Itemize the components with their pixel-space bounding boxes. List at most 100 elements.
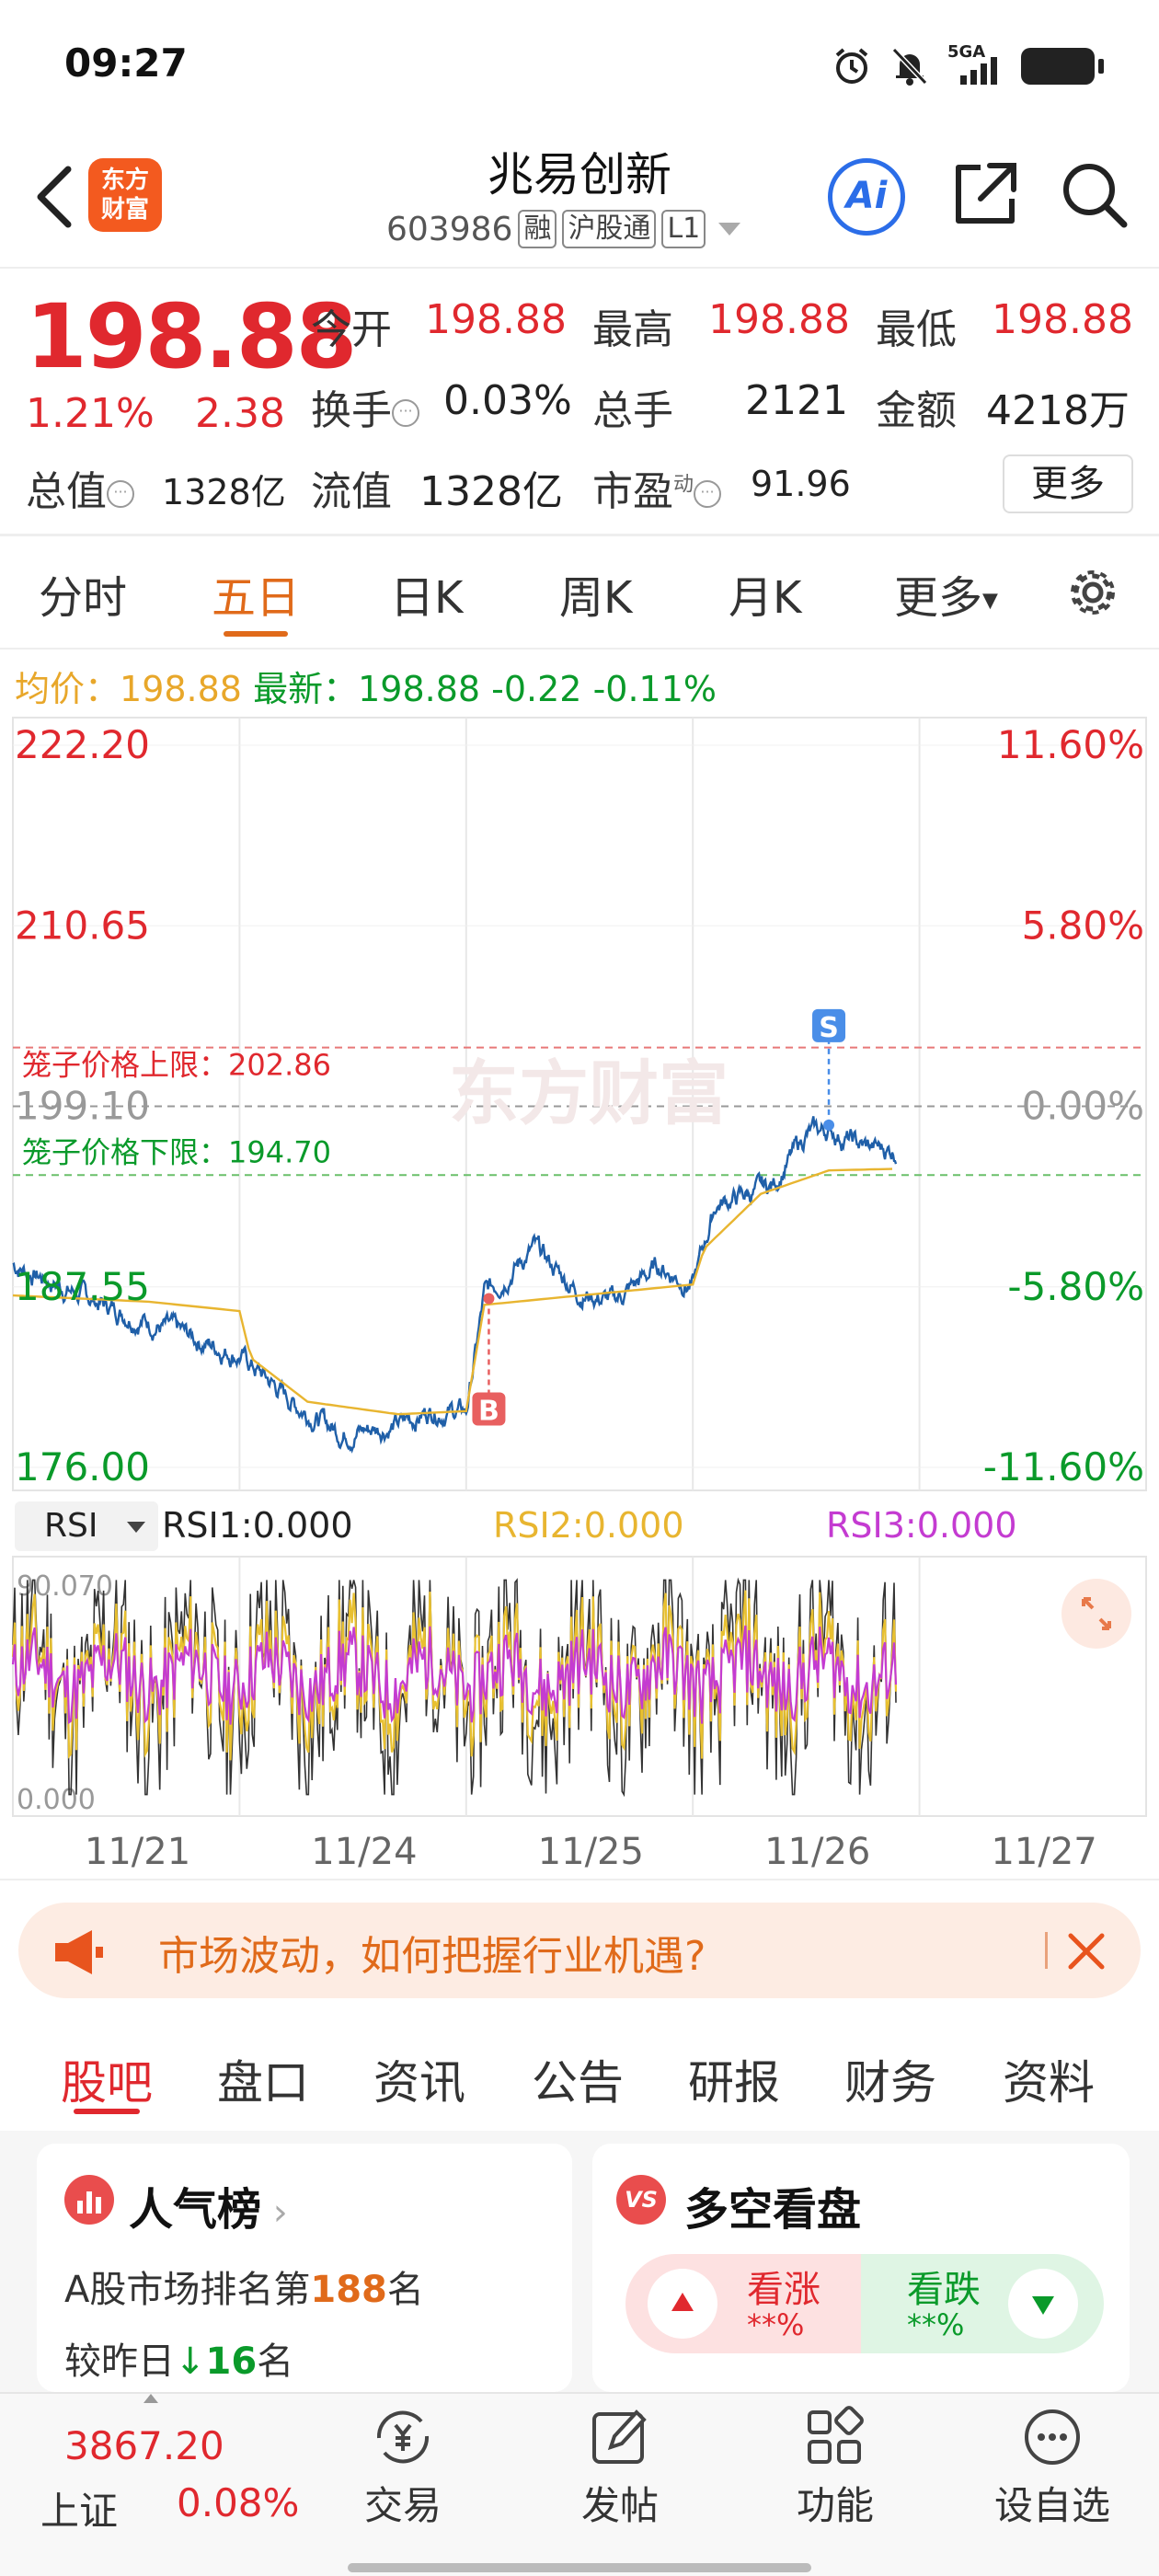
close-icon[interactable] <box>1065 1930 1107 1972</box>
banner-text[interactable]: 市场波动，如何把握行业机遇? <box>158 1933 706 1980</box>
bottom-nav <box>0 2392 1159 2576</box>
banner-divider <box>1045 1932 1048 1969</box>
tag-level: L1 <box>661 210 706 248</box>
popularity-title[interactable]: 人气榜 › <box>129 2173 288 2237</box>
turnover-label[interactable]: 换手 ··· <box>311 377 419 436</box>
subtab-research[interactable]: 研报 <box>688 2056 780 2110</box>
back-arrow-icon[interactable] <box>22 155 86 237</box>
change-amount: 2.38 <box>195 390 285 437</box>
amount-label: 金额 <box>876 387 957 434</box>
five-day-chart[interactable]: 东方财富 BS 222.20210.65199.10187.55176.0011… <box>0 708 1159 1886</box>
triangle-up-icon <box>671 2293 694 2311</box>
ai-button[interactable]: Ai <box>828 158 905 236</box>
y-tick-left: 210.65 <box>15 903 150 948</box>
subtab-finance[interactable]: 财务 <box>844 2056 936 2110</box>
turnover-label-text: 换手 <box>311 387 392 434</box>
rsi2-label: RSI2: <box>493 1505 584 1546</box>
current-price: 198.88 <box>26 285 357 388</box>
expand-caret-icon[interactable] <box>143 2394 158 2403</box>
bearish-pct: **% <box>907 2307 965 2342</box>
app-logo[interactable]: 东方 财富 <box>88 158 162 232</box>
latest-value: 198.88 <box>358 669 481 709</box>
mute-bell-icon <box>891 47 928 86</box>
index-name[interactable]: 上证 <box>40 2489 119 2534</box>
signal-dot <box>823 1119 835 1131</box>
tab-intraday[interactable]: 分时 <box>39 572 128 624</box>
search-icon[interactable] <box>1058 158 1131 232</box>
stock-name: 兆易创新 <box>488 148 671 201</box>
more-circle-icon <box>1025 2409 1080 2465</box>
rsi-panel-frame <box>12 1556 1147 1817</box>
rsi1-value: RSI1:0.000 <box>162 1505 353 1546</box>
turnover-value: 0.03% <box>443 377 572 424</box>
cage-upper-label: 笼子价格上限：202.86 <box>22 1048 331 1083</box>
quote-divider <box>0 534 1159 536</box>
subtab-forum[interactable]: 股吧 <box>61 2056 153 2110</box>
volume-value: 2121 <box>745 377 848 424</box>
mktcap-label[interactable]: 总值 ··· <box>26 458 134 517</box>
active-subtab-underline <box>74 2109 140 2114</box>
ranking-chart-icon <box>64 2175 114 2225</box>
more-quote-button[interactable]: 更多 <box>1003 454 1133 513</box>
share-icon[interactable] <box>947 158 1021 232</box>
mktcap-label-text: 总值 <box>26 468 107 515</box>
nav-post[interactable]: 发帖 <box>546 2405 694 2531</box>
volume-label: 总手 <box>592 387 673 434</box>
info-dots-icon: ··· <box>694 480 722 508</box>
triangle-down-icon <box>1032 2296 1054 2315</box>
rsi3-number: 0.000 <box>916 1505 1017 1546</box>
subtab-orderbook[interactable]: 盘口 <box>217 2056 309 2110</box>
rsi-min-label: 0.000 <box>17 1784 96 1816</box>
subtab-announcements[interactable]: 公告 <box>532 2056 624 2110</box>
chart-labels: 222.20 210.65 199.10 187.55 176.00 11.60% 5.80… <box>15 722 1144 1873</box>
gear-icon[interactable] <box>1063 563 1122 622</box>
expand-icon <box>1082 1597 1111 1630</box>
low-value: 198.88 <box>992 296 1133 343</box>
rank-change-suffix: 名 <box>257 2340 294 2383</box>
latest-label: 最新： <box>253 669 359 709</box>
battery-icon <box>1021 48 1104 85</box>
watermark: 东方财富 <box>449 1052 729 1134</box>
tab-monthly-k[interactable]: 月K <box>729 572 802 624</box>
amount-value: 4218万 <box>986 387 1130 434</box>
tab-daily-k[interactable]: 日K <box>390 572 464 624</box>
tabs-divider <box>0 648 1159 650</box>
y-tick-left: 222.20 <box>15 722 150 767</box>
nav-trade[interactable]: 交易 <box>329 2405 476 2531</box>
stock-code: 603986 <box>386 210 513 248</box>
nav-functions[interactable]: 功能 <box>762 2405 909 2531</box>
open-value: 198.88 <box>425 296 567 343</box>
promo-banner[interactable] <box>18 1903 1141 1998</box>
signal-dot <box>483 1293 495 1305</box>
chevron-right-icon: › <box>261 2191 288 2234</box>
info-dots-icon: ··· <box>392 399 419 427</box>
price-line <box>12 1116 898 1454</box>
home-indicator[interactable] <box>348 2563 811 2572</box>
expand-chart-button[interactable] <box>1061 1579 1131 1649</box>
pe-label[interactable]: 市盈动 ··· <box>592 458 722 517</box>
popularity-card[interactable] <box>37 2144 572 2392</box>
y-tick-right: -11.60% <box>983 1444 1144 1489</box>
rank-suffix: 名 <box>386 2269 424 2311</box>
chart-lines: BS <box>12 1008 898 1454</box>
subtab-profile[interactable]: 资料 <box>1003 2056 1095 2110</box>
nav-add-watchlist[interactable]: 设自选 <box>979 2405 1126 2531</box>
tab-weekly-k[interactable]: 周K <box>559 572 633 624</box>
tab-five-day[interactable]: 五日 <box>212 572 301 624</box>
y-tick-right: 0.00% <box>1022 1084 1144 1129</box>
subtab-news[interactable]: 资讯 <box>373 2056 465 2110</box>
signal-badge <box>472 1392 506 1426</box>
stock-code-row[interactable]: 603986 融 沪股通 L1 <box>386 208 741 250</box>
bullish-label: 看涨 <box>747 2269 820 2311</box>
pe-value: 91.96 <box>751 464 851 504</box>
tab-more[interactable]: 更多▼ <box>894 561 998 626</box>
indicator-select[interactable]: RSI <box>15 1501 158 1551</box>
index-value[interactable]: 3867.20 <box>64 2423 224 2468</box>
y-tick-right: 5.80% <box>1022 903 1144 948</box>
buy-signal-label: B <box>478 1395 499 1427</box>
change-percent: 1.21% <box>26 390 155 437</box>
rsi1-label: RSI1: <box>162 1505 253 1546</box>
up-arrow-icon <box>648 2269 717 2339</box>
avg-value: 198.88 <box>120 669 242 709</box>
index-change[interactable]: 0.08% <box>177 2480 300 2525</box>
